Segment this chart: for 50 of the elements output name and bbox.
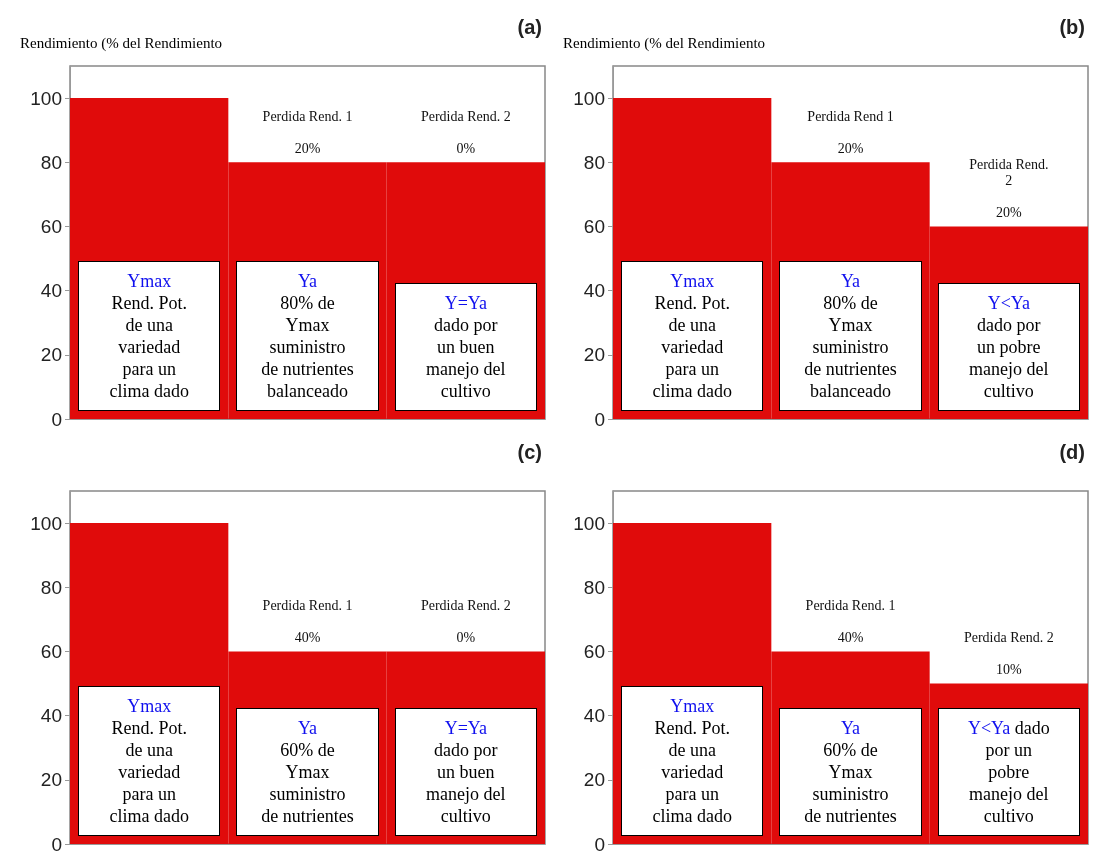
y-tick-label: 20 (583, 344, 605, 366)
y-tick-label: 80 (583, 576, 605, 598)
y-tick-label: 0 (594, 833, 605, 855)
y-tick-label: 60 (583, 640, 605, 662)
y-tick-label: 100 (30, 87, 62, 109)
note-box: Ymax Rend. Pot. de una variedad para un clima dado (78, 261, 221, 411)
text: Perdida Rend 1 20% (807, 108, 894, 156)
text: Perdida Rend. 1 40% (805, 597, 896, 645)
text: Perdida Rend. 1 20% (262, 108, 353, 156)
y-axis-title: Rendimiento (% del Rendimiento (20, 34, 223, 52)
y-tick-label: 0 (51, 408, 62, 430)
y-tick-label: 40 (40, 705, 62, 727)
y-tick-label: 80 (40, 576, 62, 598)
y-axis-title: Rendimiento (% del Rendimiento (563, 34, 766, 52)
note-box: Ya 80% de Ymax suministro de nutrientes balanceado (236, 261, 379, 411)
note-box: Y<Ya dado por un pobre manejo del cultivo (937, 283, 1080, 411)
y-tick-label: 60 (40, 215, 62, 237)
chart-title: (d) (1059, 441, 1086, 463)
y-tick-label: 60 (583, 215, 605, 237)
y-tick-label: 40 (583, 280, 605, 302)
y-tick-label: 100 (30, 512, 62, 534)
note-box: Ymax Rend. Pot. de una variedad para un clima dado (78, 686, 221, 836)
text: Perdida Rend. 1 40% (262, 597, 353, 645)
note-box: Y=Ya dado por un buen manejo del cultivo (394, 283, 537, 411)
y-tick-label: 20 (583, 769, 605, 791)
chart-title: (c) (517, 441, 543, 463)
y-tick-label: 80 (583, 151, 605, 173)
text: Perdida Rend. 2 20% (969, 156, 1049, 220)
note-box: Y=Ya dado por un buen manejo del cultivo (394, 708, 537, 836)
note-box: Ya 60% de Ymax suministro de nutrientes (236, 708, 379, 836)
y-tick-label: 60 (40, 640, 62, 662)
y-tick-label: 80 (40, 151, 62, 173)
y-tick-label: 40 (40, 280, 62, 302)
note-box: Ymax Rend. Pot. de una variedad para un clima dado (621, 686, 764, 836)
y-tick-label: 0 (51, 833, 62, 855)
note-box: Y<Ya dado por un pobre manejo del cultivo (937, 708, 1080, 836)
text: Perdida Rend. 2 0% (420, 597, 511, 645)
text: Perdida Rend. 2 10% (963, 630, 1054, 678)
y-tick-label: 0 (594, 408, 605, 430)
y-tick-label: 20 (40, 344, 62, 366)
note-box: Ymax Rend. Pot. de una variedad para un clima dado (621, 261, 764, 411)
note-box: Ya 60% de Ymax suministro de nutrientes (779, 708, 922, 836)
text: Perdida Rend. 2 0% (420, 108, 511, 156)
y-tick-label: 40 (583, 705, 605, 727)
y-tick-label: 100 (573, 512, 605, 534)
y-tick-label: 100 (573, 87, 605, 109)
chart-title: (b) (1059, 16, 1086, 38)
chart-title: (a) (517, 16, 543, 38)
note-box: Ya 80% de Ymax suministro de nutrientes balanceado (779, 261, 922, 411)
y-tick-label: 20 (40, 769, 62, 791)
